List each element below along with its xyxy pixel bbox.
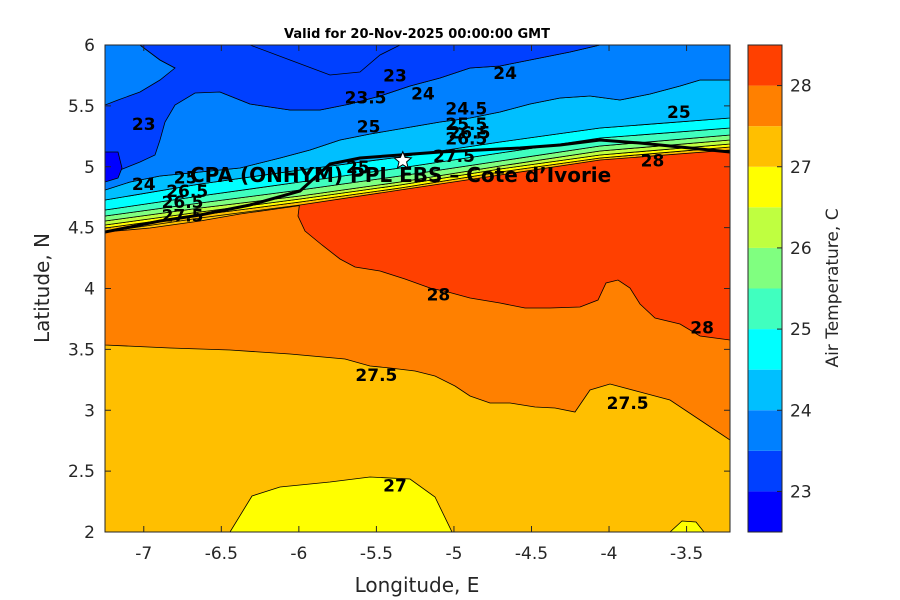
- contour-label: 23: [132, 115, 156, 135]
- colorbar-segment: [748, 369, 782, 411]
- y-tick-label: 5: [84, 158, 95, 178]
- contour-label: 25.5: [445, 115, 487, 135]
- contour-label: 27.5: [162, 206, 204, 226]
- contour-fills: [105, 45, 730, 532]
- contour-label: 26.5: [445, 130, 487, 150]
- colorbar-segment: [748, 166, 782, 208]
- y-tick-label: 3.5: [68, 340, 95, 360]
- contour-label: 24: [493, 64, 517, 84]
- contour-label: 25: [357, 118, 381, 138]
- y-axis-label: Latitude, N: [30, 233, 54, 343]
- contour-label: 25: [174, 169, 198, 189]
- contour-label: 27: [383, 477, 407, 497]
- colorbar-label: Air Temperature, C: [823, 208, 843, 367]
- colorbar-tick-label: 28: [790, 77, 812, 97]
- colorbar-segment: [748, 207, 782, 248]
- x-axis-label: Longitude, E: [355, 573, 480, 597]
- x-tick-label: -3.5: [670, 544, 703, 564]
- y-axis-ticks: 2 2.5 3 3.5 4 4.5 5 5.5 6: [68, 36, 730, 543]
- region-22.5-23-north: [249, 45, 401, 76]
- contour-label: 25: [667, 103, 691, 123]
- contour-label: 23.5: [345, 88, 387, 108]
- colorbar-segment: [748, 45, 782, 86]
- x-tick-label: -6: [290, 544, 307, 564]
- x-tick-label: -5: [445, 544, 462, 564]
- y-tick-label: 2.5: [68, 462, 95, 482]
- contour-label: 27.5: [355, 366, 397, 386]
- site-name: CPA (ONHYM) PPL EBS – Cote d’Ivorie: [190, 163, 611, 187]
- chart-title: Valid for 20-Nov-2025 00:00:00 GMT: [284, 27, 550, 42]
- site-marker: [392, 150, 413, 169]
- x-tick-label: -4.5: [515, 544, 548, 564]
- colorbar-tick-label: 25: [790, 320, 812, 340]
- y-tick-label: 2: [84, 523, 95, 543]
- colorbar-segment: [748, 329, 782, 370]
- contour-label: 25: [346, 158, 370, 178]
- contour-label: 28: [690, 318, 714, 338]
- y-tick-label: 5.5: [68, 97, 95, 117]
- contour-label: 28: [427, 286, 451, 306]
- colorbar-segment: [748, 85, 782, 127]
- contour-label: 27.5: [433, 147, 475, 167]
- colorbar-segment: [748, 288, 782, 330]
- y-tick-label: 4.5: [68, 219, 95, 239]
- colorbar-segment: [748, 126, 782, 167]
- colorbar: [747, 44, 783, 533]
- colorbar-segment: [748, 247, 782, 289]
- colorbar-tick-label: 23: [790, 482, 812, 502]
- colorbar-segment: [748, 410, 782, 451]
- contour-label: 24: [411, 85, 435, 105]
- contour-label: 23: [383, 66, 407, 86]
- contour-label: 24.5: [445, 99, 487, 119]
- region-26.5-27: [229, 476, 453, 532]
- colorbar-tick-label: 27: [790, 158, 812, 178]
- contour-label: 26.5: [162, 193, 204, 213]
- contour-label: 27.5: [607, 394, 649, 414]
- contour-label: 26.5: [166, 182, 208, 202]
- region-23-23.5: [105, 45, 601, 177]
- contour-label: 28: [641, 152, 665, 172]
- x-tick-label: -6.5: [205, 544, 238, 564]
- x-tick-label: -4: [601, 544, 618, 564]
- region-22.5-23-west: [105, 151, 123, 183]
- colorbar-tick-label: 24: [790, 401, 812, 421]
- x-tick-label: -7: [135, 544, 152, 564]
- colorbar-segment: [748, 450, 782, 492]
- y-tick-label: 3: [84, 401, 95, 421]
- coastline: [105, 138, 730, 234]
- y-tick-label: 4: [84, 280, 95, 300]
- contour-label: 26.5: [448, 124, 490, 144]
- x-axis-ticks: -7 -6.5 -6 -5.5 -5 -4.5 -4 -3.5: [135, 45, 703, 564]
- y-tick-label: 6: [84, 36, 95, 56]
- x-tick-label: -5.5: [360, 544, 393, 564]
- star-icon: [392, 150, 413, 169]
- colorbar-ticks: 23 24 25 26 27 28: [777, 77, 812, 502]
- colorbar-segment: [748, 491, 782, 532]
- colorbar-frame: [747, 44, 783, 533]
- colorbar-tick-label: 26: [790, 239, 812, 259]
- contour-label: 24: [132, 175, 156, 195]
